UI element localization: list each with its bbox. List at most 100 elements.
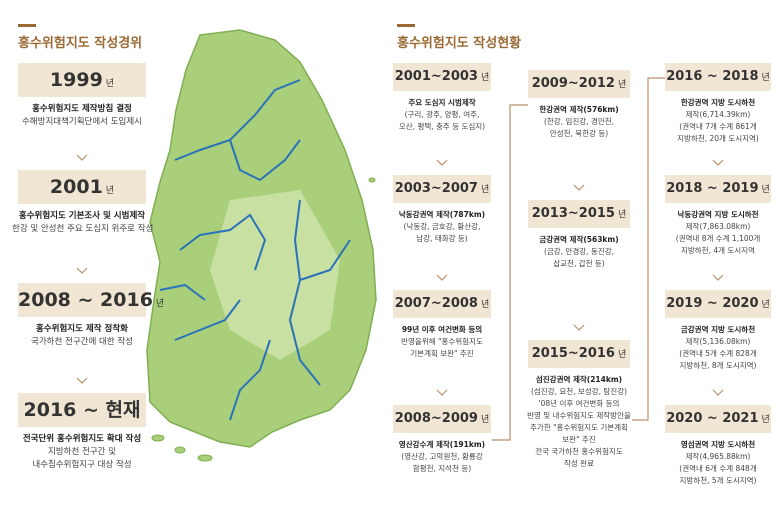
year-unit: 년 (155, 299, 165, 309)
year-unit: 년 (761, 415, 770, 425)
year-header: 2009~2012 년 (528, 70, 630, 98)
text-line: 한강권역 제작(576km) (539, 105, 619, 114)
step-text: 금강권역 제작(563km) (금강, 만경강, 동진강, 삽교천, 갑천 등) (522, 234, 636, 270)
step-text: 낙동강권역 제작(787km) (낙동강, 금호강, 황산강, 남강, 태화강 등) (387, 209, 497, 245)
text-line: 국가하천 전구간에 대한 작성 (31, 337, 133, 347)
chevron (573, 184, 585, 191)
year: 2016 ~ 현재 (23, 399, 141, 421)
connectors (76, 77, 724, 441)
text-line: 낙동강권역 지방 도시하천 (677, 210, 759, 219)
chevron (712, 159, 724, 166)
year-header: 2016 ~ 2018 년 (665, 63, 771, 91)
text-line: 영산강수계 제작(191km) (398, 440, 486, 449)
text-line: 오산, 평택, 충주 등 도심지) (398, 122, 486, 131)
chevron (436, 274, 448, 281)
text-line: 지방하천, 20개 도시지역) (677, 134, 759, 143)
year-unit: 년 (105, 186, 115, 196)
chevron (573, 324, 585, 331)
year-unit: 년 (617, 80, 627, 90)
year-header: 2001~2003 년 (393, 63, 491, 91)
text-line: 지방하천 전구간 및 (48, 447, 116, 457)
year: 2001 (49, 176, 103, 198)
year: 2020 ~ 2021 (666, 411, 759, 426)
year-header: 2008 ~ 2016 년 (18, 283, 164, 317)
map-shade (210, 190, 340, 360)
text-line: 섬진강권역 제작(214km) (535, 375, 623, 384)
year-unit: 년 (617, 210, 627, 220)
year-header: 2013~2015 년 (528, 200, 630, 228)
year-unit: 년 (105, 79, 115, 89)
year: 2003~2007 (394, 181, 478, 196)
text-line: 주요 도심지 시범제작 (408, 98, 476, 107)
text-line: (권역내 5개 수계 828개 (679, 349, 757, 358)
year-header: 2016 ~ 현재 (18, 393, 146, 427)
text-line: (권역내 7개 수계 861개 (679, 122, 757, 131)
text-line: (금강, 만경강, 동진강, (543, 247, 615, 256)
text-line: 홍수위험지도 제작 정착화 (36, 324, 128, 334)
year: 2018 ~ 2019 (666, 181, 759, 196)
year: 2007~2008 (394, 296, 478, 311)
year-header: 2019 ~ 2020 년 (665, 290, 771, 318)
year-header: 2018 ~ 2019 년 (665, 175, 771, 203)
text-line: 제작(6,714.39km) (685, 110, 751, 119)
year: 2008~2009 (394, 411, 478, 426)
text-line: 홍수위험지도 기본조사 및 시범제작 (18, 211, 146, 221)
text-line: 금강권역 지방 도시하천 (680, 325, 756, 334)
text-line: 한강 및 안성천 주요 도심지 위주로 작성 (12, 224, 154, 234)
text-line: 전국단위 홍수위험지도 확대 작성 (22, 434, 142, 444)
step-text: 영섬권역 지방 도시하천 제작(4,965.88km) (권역내 6개 수계 848… (659, 439, 777, 487)
text-line: 지방하천, 4개 도시지역 (680, 246, 756, 255)
year: 2016 ~ 2018 (666, 69, 759, 84)
year-header: 2015~2016 년 (528, 340, 630, 368)
text-line: 안성천, 북한강 등) (549, 129, 609, 138)
rivers (159, 79, 351, 421)
text-line: 기본계획 보완" 추진 (410, 349, 474, 358)
year: 2001~2003 (394, 69, 478, 84)
step-text: 주요 도심지 시범제작 (구리, 광주, 양평, 여주, 오산, 평택, 충주 등 … (387, 97, 497, 133)
text-line: (낙동강, 금호강, 황산강, (403, 222, 481, 231)
year: 2019 ~ 2020 (666, 296, 759, 311)
text-line: (구리, 광주, 양평, 여주, (404, 110, 480, 119)
year-unit: 년 (761, 300, 770, 310)
year-header: 2020 ~ 2021 년 (665, 405, 771, 433)
text-line: 전국 국가하천 홍수위험지도 (535, 447, 623, 456)
text-line: 내수침수위험지구 대상 작성 (32, 460, 132, 470)
text-line: (한강, 임진강, 경안천, (543, 117, 615, 126)
year-unit: 년 (761, 185, 770, 195)
year-unit: 년 (761, 73, 770, 83)
text-line: 영섬권역 지방 도시하천 (680, 440, 756, 449)
text-line: 추가한 "홍수위험지도 기본계획 (530, 423, 628, 432)
text-line: 99년 이후 여건변화 등의 (401, 325, 483, 334)
text-line: (영산강, 고막원천, 황룡강 (401, 452, 483, 461)
year-unit: 년 (480, 185, 490, 195)
text-line: 수해방지대책기획단에서 도입제시 (21, 117, 142, 127)
year-unit: 년 (480, 73, 490, 83)
chevron (76, 154, 88, 161)
year-unit: 년 (480, 300, 490, 310)
year-header: 2003~2007 년 (393, 175, 491, 203)
year-header: 2007~2008 년 (393, 290, 491, 318)
text-line: 지방하천, 8개 도시지역) (679, 361, 757, 370)
right-title: 홍수위험지도 작성현황 (397, 36, 522, 51)
chevron (436, 389, 448, 396)
year: 2009~2012 (531, 76, 615, 91)
text-line: 삽교천, 갑천 등) (553, 259, 605, 268)
text-line: 금강권역 제작(563km) (539, 235, 619, 244)
step-text: 영산강수계 제작(191km) (영산강, 고막원천, 황룡강 함평천, 지석천 등… (387, 439, 497, 475)
text-line: 한강권역 지방 도시하천 (680, 98, 756, 107)
text-line: 반영을위해 "홍수위험지도 (401, 337, 483, 346)
text-line: 제작(5,136.08km) (685, 337, 751, 346)
text-line: 제작(7,863.08km) (685, 222, 751, 231)
text-line: (권역내 8개 수계 1,100개 (675, 234, 761, 243)
title-bar (18, 24, 36, 27)
year: 2015~2016 (531, 346, 615, 361)
chevron (76, 267, 88, 274)
text-line: 홍수위험지도 제작방침 결정 (32, 104, 132, 114)
